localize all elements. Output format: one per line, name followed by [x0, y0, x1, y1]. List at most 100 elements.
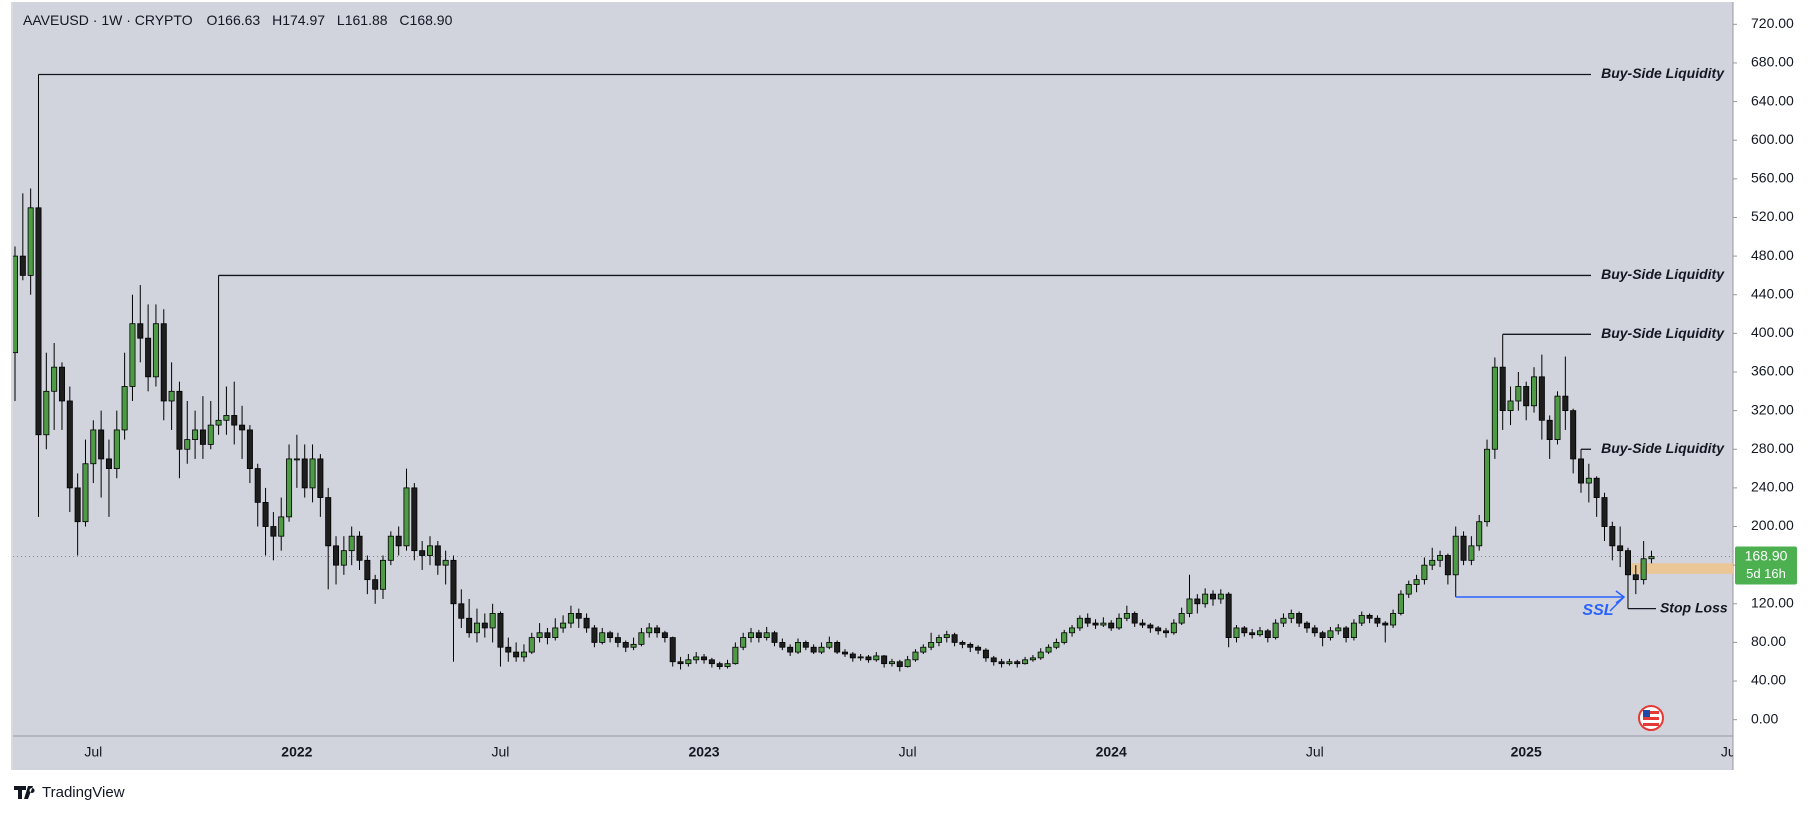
candle-body: [293, 458, 300, 461]
candle-body: [1390, 613, 1397, 626]
candle-body: [27, 207, 34, 276]
y-tick-label: 400.00: [1751, 324, 1794, 340]
candle-body: [904, 659, 911, 667]
candle-body: [1358, 614, 1365, 624]
candle-body: [1405, 584, 1412, 595]
candle-body: [763, 632, 770, 638]
candle-body: [301, 458, 308, 489]
candle-body: [1609, 526, 1616, 547]
candle-body: [1209, 593, 1216, 600]
candle-body: [411, 487, 418, 552]
liquidity-label: Buy-Side Liquidity: [1601, 266, 1725, 282]
candle-body: [1327, 630, 1334, 638]
candle-body: [58, 366, 65, 402]
candle-body: [1350, 622, 1357, 638]
candle-body: [278, 516, 285, 537]
candle-body: [380, 559, 387, 590]
candle-body: [646, 627, 653, 634]
chart-header: AAVEUSD · 1W · CRYPTO O166.63 H174.97 L1…: [23, 12, 453, 28]
candle-body: [215, 419, 222, 426]
candle-body: [536, 632, 543, 638]
candle-body: [43, 390, 50, 436]
last-price-tag: [1735, 546, 1797, 585]
candle-body: [35, 207, 42, 436]
candle-body: [160, 323, 167, 402]
candle-body: [364, 559, 371, 581]
candle-body: [826, 642, 833, 648]
candle-body: [669, 637, 676, 663]
candle-body: [1366, 614, 1373, 619]
candle-body: [90, 429, 97, 465]
candle-body: [1116, 617, 1123, 629]
candle-body: [1217, 593, 1224, 600]
candle-body: [356, 535, 363, 561]
candle-body: [622, 642, 629, 648]
candle-body: [873, 655, 880, 661]
candle-body: [262, 501, 269, 527]
candle-body: [419, 550, 426, 556]
candle-body: [13, 255, 18, 354]
candle-body: [1170, 622, 1177, 634]
candle-body: [1163, 630, 1170, 634]
candle-body: [607, 632, 614, 638]
candle-body: [771, 632, 778, 643]
ssl-arrow-tail: [1609, 596, 1625, 612]
candle-body: [325, 497, 332, 547]
candle-body: [239, 424, 246, 431]
candle-body: [787, 646, 794, 653]
candle-body: [951, 634, 958, 643]
candle-body: [1084, 617, 1091, 624]
candle-body: [434, 545, 441, 566]
y-tick-label: 80.00: [1751, 633, 1786, 649]
candle-body: [1640, 558, 1647, 581]
candle-body: [1186, 598, 1193, 614]
candle-body: [113, 429, 120, 469]
brand-logo: [14, 786, 35, 799]
candle-body: [1460, 535, 1467, 561]
candle-body: [254, 468, 261, 503]
candle-body: [1343, 627, 1350, 638]
candle-body: [1515, 386, 1522, 402]
y-tick-label: 600.00: [1751, 131, 1794, 147]
x-tick-label: Jul: [1721, 744, 1739, 760]
candle-body: [560, 622, 567, 629]
candle-body: [779, 642, 786, 648]
x-tick-label: 2022: [281, 744, 312, 760]
candle-body: [802, 642, 809, 648]
candle-body: [1296, 613, 1303, 624]
candle-body: [466, 617, 473, 634]
candle-body: [1632, 574, 1639, 581]
liquidity-label: Buy-Side Liquidity: [1601, 440, 1725, 456]
candle-body: [1319, 632, 1326, 638]
candle-body: [152, 323, 159, 378]
candle-body: [795, 642, 802, 653]
candle-body: [387, 535, 394, 561]
candle-body: [701, 656, 708, 661]
candle-body: [1249, 632, 1256, 636]
candle-body: [982, 649, 989, 659]
candle-body: [748, 632, 755, 638]
candle-body: [1452, 535, 1459, 576]
y-tick-label: 40.00: [1751, 672, 1786, 688]
candle-body: [1468, 545, 1475, 561]
candle-body: [935, 637, 942, 643]
y-tick-label: 240.00: [1751, 479, 1794, 495]
candle-body: [1280, 617, 1287, 624]
x-tick-label: Jul: [1306, 744, 1324, 760]
candle-body: [599, 632, 606, 643]
candle-body: [520, 651, 527, 658]
candle-body: [1147, 624, 1154, 629]
candle-body: [677, 661, 684, 665]
candle-body: [286, 458, 293, 518]
candle-body: [528, 637, 535, 653]
candle-body: [614, 637, 621, 643]
candle-body: [1585, 477, 1592, 484]
candle-body: [1593, 477, 1600, 498]
candle-body: [1178, 613, 1185, 624]
candle-body: [959, 642, 966, 645]
candle-body: [223, 415, 230, 421]
candle-body: [442, 559, 449, 566]
candle-body: [1578, 458, 1585, 484]
